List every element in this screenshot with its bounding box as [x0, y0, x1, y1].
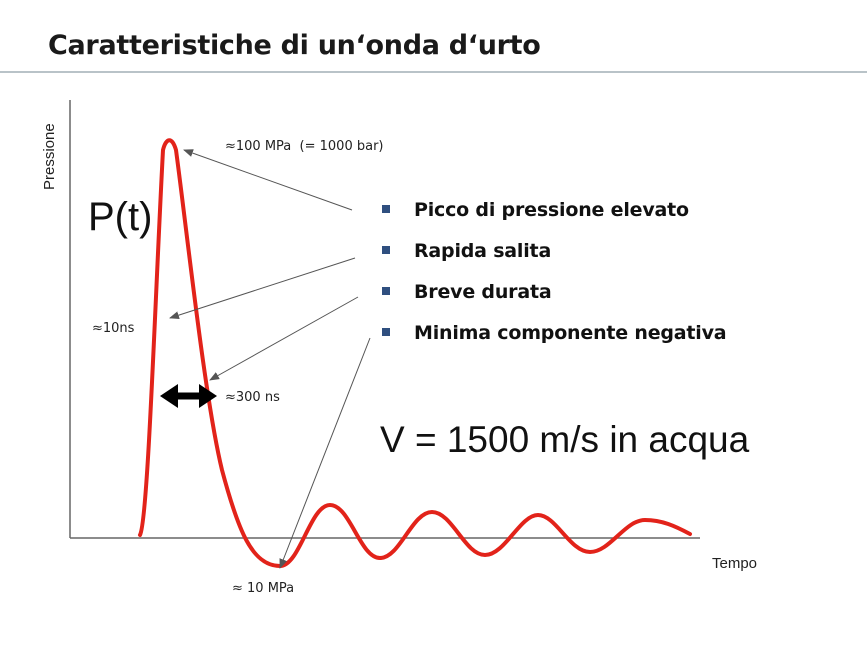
rise-pointer-arrow [169, 257, 356, 320]
list-item-label: Breve durata [414, 281, 552, 303]
peak-pointer-arrow [183, 149, 353, 211]
duration-double-arrow [160, 384, 217, 408]
bullet-square-icon [382, 205, 390, 213]
rise-annotation: ≈10ns [92, 321, 135, 336]
curve-label: P(t) [88, 195, 152, 239]
speed-text: V = 1500 m/s in acqua [380, 419, 750, 460]
peak-annotation: ≈100 MPa (= 1000 bar) [225, 139, 384, 154]
characteristics-list: Picco di pressione elevato Rapida salita… [382, 196, 727, 360]
title-divider [0, 71, 867, 73]
list-item-label: Minima componente negativa [414, 322, 727, 344]
list-item: Breve durata [382, 278, 726, 319]
slide-title: Caratteristiche di un‘onda d‘urto [48, 30, 541, 61]
list-item: Rapida salita [382, 237, 726, 278]
list-item-label: Rapida salita [414, 240, 552, 262]
list-item-label: Picco di pressione elevato [414, 199, 689, 221]
list-item: Minima componente negativa [382, 319, 727, 360]
bullet-square-icon [382, 328, 390, 336]
negative-pointer-arrow [279, 337, 371, 569]
x-axis-label: Tempo [712, 555, 757, 572]
list-item: Picco di pressione elevato [382, 196, 726, 237]
duration-annotation: ≈300 ns [225, 390, 280, 405]
pressure-curve [138, 138, 692, 568]
duration-pointer-arrow [209, 296, 359, 381]
bullet-square-icon [382, 287, 390, 295]
negative-annotation: ≈ 10 MPa [232, 581, 294, 596]
bullet-square-icon [382, 246, 390, 254]
y-axis-label: Pressione [41, 123, 58, 190]
